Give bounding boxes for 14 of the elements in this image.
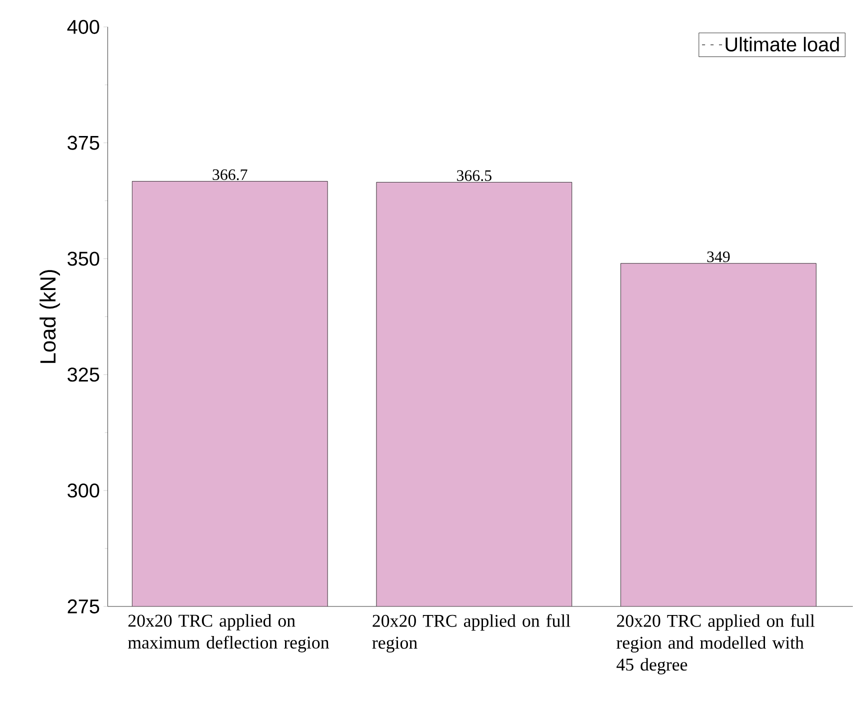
data-label: 366.7 [212,169,248,180]
x-tick-label: 20x20 TRC applied on full region [372,614,570,652]
y-tick-label: 325 [68,368,100,382]
text: Ultimate load [726,36,839,52]
y-tick-label: 375 [68,136,100,150]
x-tick-label: 20x20 TRC applied on maximum deflection region [128,614,330,652]
y-axis-title: Load (kN) [40,270,60,363]
y-tick-label: 300 [68,483,100,498]
x-tick-label: 20x20 TRC applied on full region and modelled with 45 degree [616,614,815,674]
y-tick-label: 275 [68,599,100,614]
y-tick-label: 400 [67,20,100,34]
y-tick-label: 350 [68,252,100,266]
data-label: 349 [707,251,730,262]
data-label: 366.5 [457,170,492,181]
